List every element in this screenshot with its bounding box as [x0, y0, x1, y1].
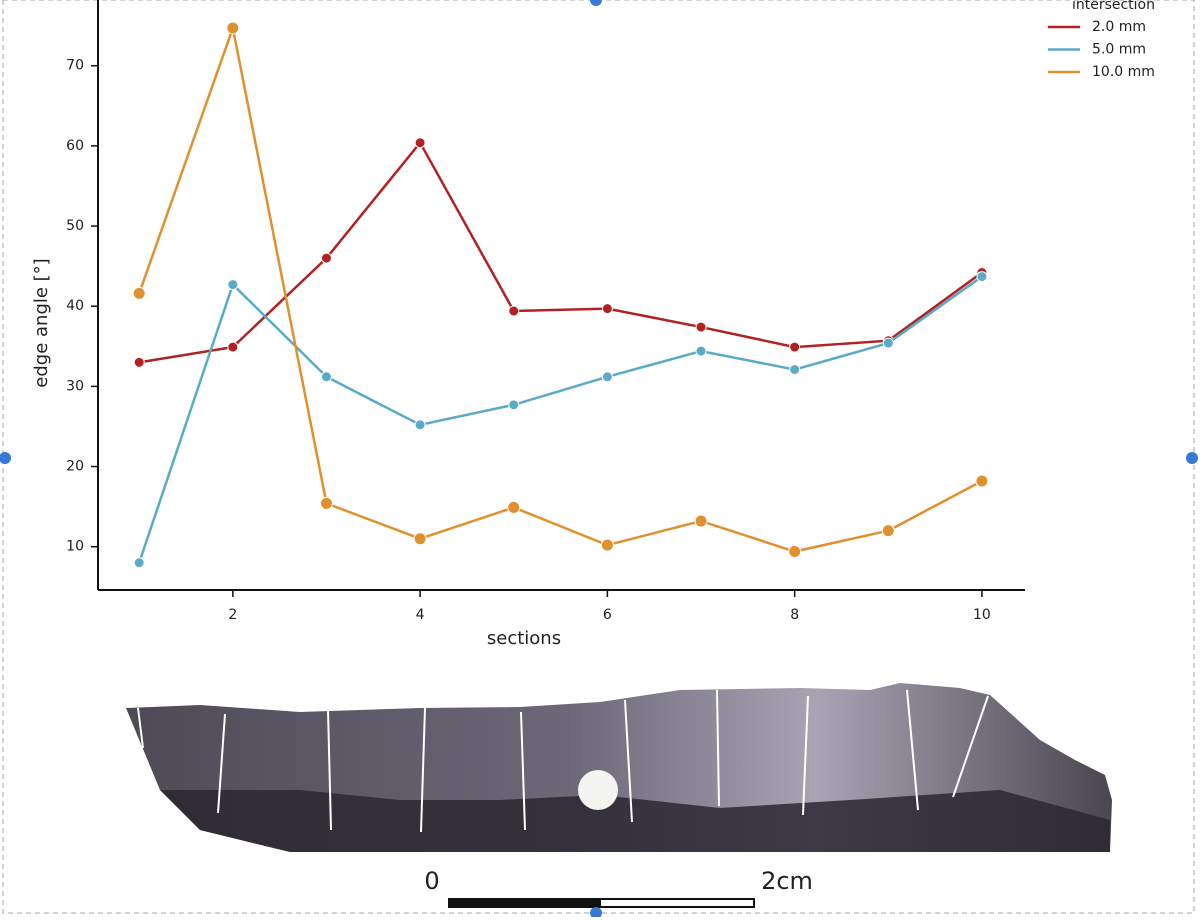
data-point: [132, 286, 146, 300]
data-point: [508, 305, 520, 317]
stone-photo: [126, 683, 1112, 852]
y-tick-label: 20: [66, 459, 84, 475]
data-point: [601, 371, 613, 383]
data-point: [788, 545, 802, 559]
data-point: [789, 364, 801, 376]
data-point: [133, 356, 145, 368]
scale-start: 0: [424, 867, 439, 895]
series-line: [138, 23, 983, 553]
x-tick-label: 10: [973, 607, 991, 623]
y-tick-label: 50: [66, 218, 84, 234]
plot: 10 20 30 40 50 60 70 2 4 6 8 10 2.0 mm 5.0 mm 10.0 mm: [66, 0, 1155, 623]
data-point: [695, 321, 707, 333]
x-tick-label: 8: [790, 607, 799, 623]
series-line: [138, 275, 983, 564]
data-point: [227, 341, 239, 353]
series-line: [138, 140, 983, 364]
y-tick-label: 70: [66, 58, 84, 74]
x-axis-label: sections: [487, 628, 561, 649]
legend-label: 10.0 mm: [1092, 64, 1155, 80]
data-point: [507, 500, 521, 514]
scale-bar: 0 2cm: [424, 867, 813, 908]
data-point: [600, 538, 614, 552]
data-point: [694, 514, 708, 528]
y-axis-label: edge angle [°]: [31, 258, 52, 387]
x-tick-label: 4: [416, 607, 425, 623]
data-point: [695, 345, 707, 357]
data-point: [320, 371, 332, 383]
y-tick-label: 40: [66, 298, 84, 314]
legend-label: 5.0 mm: [1092, 42, 1146, 58]
data-point: [975, 474, 989, 488]
data-point: [133, 557, 145, 569]
scale-end: 2cm: [761, 867, 813, 895]
data-point: [601, 303, 613, 315]
x-tick-label: 6: [603, 607, 612, 623]
data-point: [320, 252, 332, 264]
data-point: [881, 524, 895, 538]
data-point: [413, 532, 427, 546]
y-tick-label: 30: [66, 378, 84, 394]
data-point: [789, 341, 801, 353]
data-point: [319, 496, 333, 510]
data-point: [882, 337, 894, 349]
data-point: [976, 271, 988, 283]
data-point: [414, 419, 426, 431]
legend-title: intersection: [1072, 0, 1155, 13]
y-tick-label: 60: [66, 138, 84, 154]
data-point: [226, 21, 240, 35]
data-point: [414, 137, 426, 149]
data-point: [227, 279, 239, 291]
y-tick-label: 10: [66, 539, 84, 555]
legend-label: 2.0 mm: [1092, 19, 1146, 35]
x-tick-label: 2: [228, 607, 237, 623]
data-point: [508, 399, 520, 411]
